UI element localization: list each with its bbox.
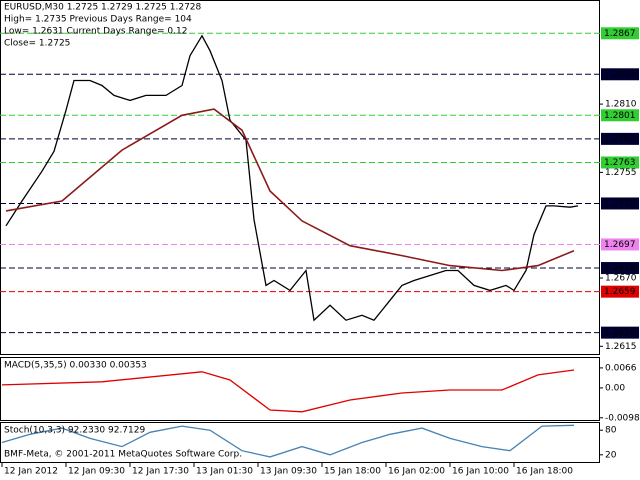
level-label: 1.2678 xyxy=(604,264,636,274)
x-tick-label: 16 Jan 02:00 xyxy=(388,467,445,477)
level-label-box xyxy=(601,68,639,81)
y-tick-label: -0.00987 xyxy=(605,413,640,423)
level-label-box xyxy=(601,326,639,339)
level-label-box xyxy=(601,262,639,275)
x-tick-label: 13 Jan 09:30 xyxy=(260,467,317,477)
level-label: 1.2626 xyxy=(604,328,636,338)
level-label: 1.2834 xyxy=(604,70,636,80)
y-tick-label: 0.00 xyxy=(605,383,625,393)
y-tick-label: 20 xyxy=(605,450,617,460)
level-label-box xyxy=(601,156,639,169)
x-tick-label: 13 Jan 01:30 xyxy=(196,467,253,477)
series-line xyxy=(1,424,575,458)
level-label-box xyxy=(601,197,639,210)
level-label: 1.2782 xyxy=(604,134,636,144)
info-line: EURUSD,M30 1.2725 1.2729 1.2725 1.2728 xyxy=(4,3,202,13)
y-tick-label: 1.2810 xyxy=(605,100,637,110)
panel-title: MACD(5,35,5) 0.00330 0.00353 xyxy=(4,361,147,371)
series-line xyxy=(1,369,575,413)
level-label: 1.2659 xyxy=(604,287,636,297)
level-label-box xyxy=(601,132,639,145)
level-label-box xyxy=(601,109,639,122)
level-label: 1.2801 xyxy=(604,111,636,121)
level-label-box xyxy=(601,27,639,40)
chart-layer: 1.2810 1.2755 1.2670 1.2615 1.2867 1.2834 1.28… xyxy=(0,3,640,477)
level-label: 1.2763 xyxy=(604,158,636,168)
info-line: Close= 1.2725 xyxy=(4,39,70,49)
level-label: 1.2730 xyxy=(604,199,636,209)
y-tick-label: 1.2670 xyxy=(605,273,637,283)
series-line xyxy=(5,34,579,322)
x-tick-label: 12 Jan 09:30 xyxy=(68,467,125,477)
info-line: Low= 1.2631 Current Days Range= 0.12 xyxy=(4,27,187,37)
macd-panel xyxy=(0,357,600,421)
x-tick-label: 16 Jan 18:00 xyxy=(516,467,573,477)
y-tick-label: 80 xyxy=(605,426,617,436)
stoch-panel xyxy=(0,422,600,463)
info-line: High= 1.2735 Previous Days Range= 104 xyxy=(4,15,192,25)
panel-title: Stoch(10,3,3) 92.2330 92.7129 xyxy=(4,426,145,436)
x-tick-label: 15 Jan 18:00 xyxy=(324,467,381,477)
x-tick-label: 12 Jan 2012 xyxy=(4,467,58,477)
level-label-box xyxy=(601,285,639,298)
x-tick-label: 12 Jan 17:30 xyxy=(132,467,189,477)
main-panel xyxy=(0,0,600,355)
y-tick-label: 1.2755 xyxy=(605,168,637,178)
level-label: 1.2867 xyxy=(604,29,636,39)
footer: BMF-Meta, © 2001-2011 MetaQuotes Softwar… xyxy=(4,450,242,460)
series-line xyxy=(5,108,575,272)
level-label: 1.2697 xyxy=(604,240,636,250)
y-tick-label: 1.2615 xyxy=(605,342,637,352)
x-tick-label: 16 Jan 10:00 xyxy=(452,467,509,477)
level-label-box xyxy=(601,238,639,251)
y-tick-label: 0.0066 xyxy=(605,363,637,373)
